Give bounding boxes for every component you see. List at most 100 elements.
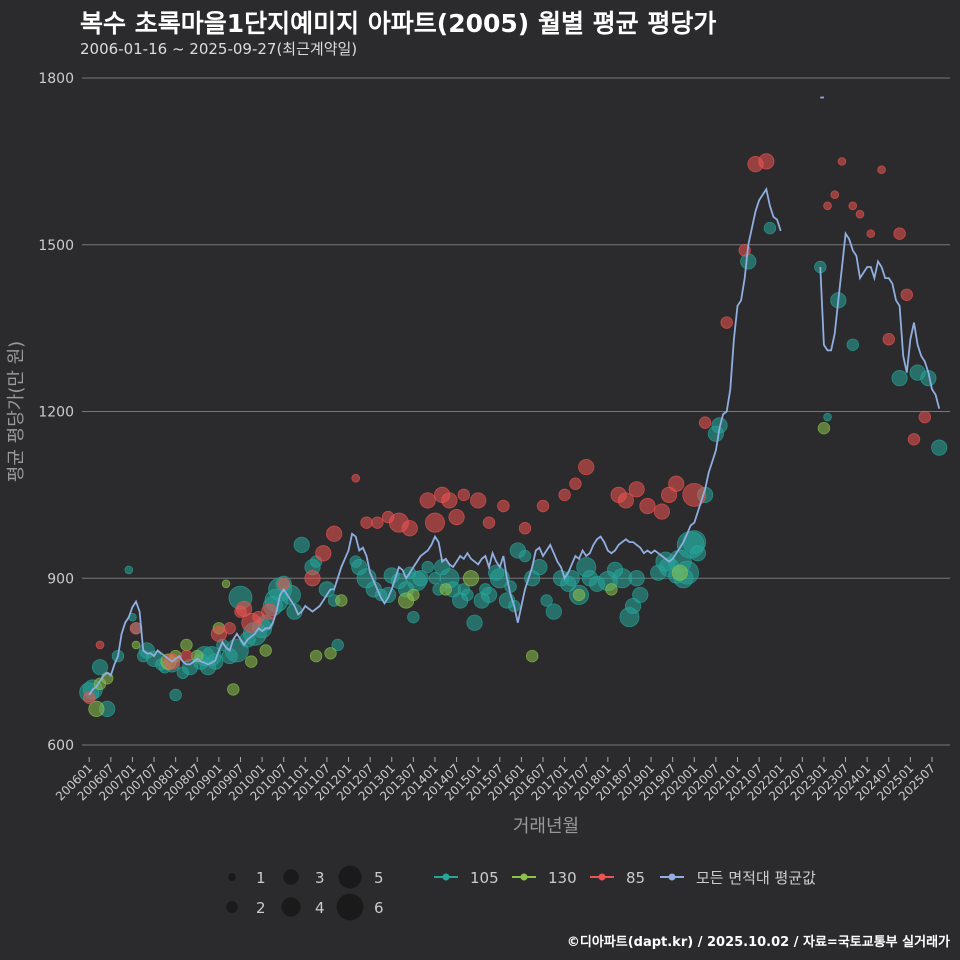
data-point xyxy=(245,655,258,668)
data-point xyxy=(668,475,685,492)
data-point xyxy=(639,497,656,515)
data-point xyxy=(448,509,465,526)
data-point xyxy=(95,640,105,650)
series-105 xyxy=(79,221,948,717)
data-point xyxy=(131,640,141,650)
data-point xyxy=(293,536,310,554)
data-point xyxy=(563,570,580,587)
size-legend-label: 3 xyxy=(315,869,325,887)
size-legend-dot xyxy=(281,897,301,917)
legend-swatch-dot xyxy=(520,873,528,881)
y-axis-label: 평균 평당가(만 원) xyxy=(6,341,27,482)
size-legend-dot xyxy=(228,873,236,881)
data-point xyxy=(855,209,865,219)
legend-label: 105 xyxy=(470,869,499,887)
data-point xyxy=(210,625,227,642)
data-point xyxy=(88,700,105,717)
data-point xyxy=(882,333,895,346)
data-point xyxy=(324,647,337,660)
data-point xyxy=(83,691,96,704)
data-point xyxy=(817,421,831,435)
data-point xyxy=(526,649,539,663)
data-point xyxy=(689,545,706,562)
series-130 xyxy=(88,421,831,717)
data-point xyxy=(326,525,343,542)
data-point xyxy=(169,688,182,702)
legend-swatch-dot xyxy=(668,873,676,881)
legend-label: 130 xyxy=(548,869,577,887)
data-point xyxy=(893,227,906,240)
data-point xyxy=(540,594,553,607)
data-point xyxy=(671,564,688,581)
data-point xyxy=(207,653,224,670)
data-point xyxy=(223,622,236,635)
data-point xyxy=(720,316,733,329)
series-85 xyxy=(83,153,931,704)
size-legend-dot xyxy=(336,893,364,921)
data-point xyxy=(191,649,204,663)
data-point xyxy=(91,659,109,676)
data-point xyxy=(439,583,452,596)
chart-subtitle: 2006-01-16 ~ 2025-09-27(최근계약일) xyxy=(80,40,358,58)
data-point xyxy=(572,588,586,602)
data-point xyxy=(482,516,496,529)
data-point xyxy=(335,594,348,607)
legend-label: 모든 면적대 평균값 xyxy=(696,869,816,887)
data-point xyxy=(221,579,231,589)
data-point xyxy=(846,338,859,352)
data-point xyxy=(763,221,777,235)
data-point xyxy=(758,153,775,170)
average-line xyxy=(819,230,941,409)
data-point xyxy=(823,412,832,422)
data-point xyxy=(360,516,373,529)
data-point xyxy=(558,488,571,502)
size-legend-label: 5 xyxy=(374,869,384,887)
data-point xyxy=(461,588,474,602)
data-point xyxy=(462,570,480,587)
data-point xyxy=(823,201,832,211)
size-legend-label: 6 xyxy=(374,899,384,917)
data-point xyxy=(497,499,510,513)
data-point xyxy=(830,190,840,200)
data-point xyxy=(518,549,532,563)
data-point xyxy=(421,560,434,574)
y-tick-label: 900 xyxy=(47,571,74,587)
data-point xyxy=(470,492,487,509)
data-point xyxy=(837,157,847,166)
data-point xyxy=(351,473,361,483)
data-point xyxy=(628,481,645,498)
size-legend-label: 2 xyxy=(256,899,266,917)
data-point xyxy=(536,499,550,513)
data-point xyxy=(466,614,483,631)
data-point xyxy=(457,488,470,502)
size-legend-label: 1 xyxy=(256,869,266,887)
data-point xyxy=(605,583,618,596)
size-legend-label: 4 xyxy=(315,899,325,917)
data-point xyxy=(304,570,321,587)
data-point xyxy=(401,520,418,537)
size-legend-dot xyxy=(338,865,362,889)
data-point xyxy=(698,416,712,429)
data-point xyxy=(518,522,532,535)
data-point xyxy=(617,492,634,509)
legend-swatch-dot xyxy=(598,873,606,881)
data-point xyxy=(441,492,458,509)
data-point xyxy=(931,439,948,456)
data-point xyxy=(407,588,420,602)
data-point xyxy=(891,370,908,387)
data-point xyxy=(628,570,645,587)
chart-title: 복수 초록마을1단지예미지 아파트(2005) 월별 평균 평당가 xyxy=(80,9,717,38)
data-point xyxy=(180,649,193,663)
data-point xyxy=(124,565,134,575)
data-point xyxy=(578,458,595,476)
y-tick-label: 1800 xyxy=(38,71,74,87)
data-point xyxy=(227,683,240,696)
data-point xyxy=(682,482,707,507)
data-point xyxy=(900,288,913,301)
data-point xyxy=(545,603,562,620)
legend-label: 85 xyxy=(626,869,645,887)
data-point xyxy=(653,503,670,520)
x-axis-label: 거래년월 xyxy=(513,816,579,837)
data-point xyxy=(918,410,931,424)
data-point xyxy=(309,649,323,663)
